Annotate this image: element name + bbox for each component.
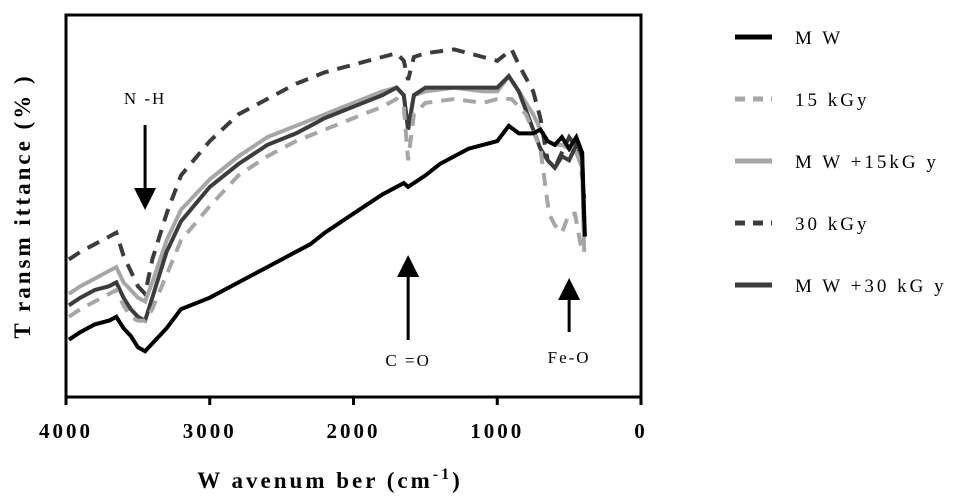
legend-label-m-w-15kg-y: M W +15kG y — [795, 152, 939, 173]
annotation-label: N -H — [124, 89, 166, 108]
legend-label-30-kgy: 30 kGy — [795, 214, 869, 235]
annotations: N -H C =O Fe-O — [124, 89, 591, 370]
series-group — [67, 46, 587, 354]
x-axis-ticks: 4000 3000 2000 1000 0 — [39, 397, 648, 443]
x-tick-label: 1000 — [470, 419, 524, 443]
x-tick-label: 4000 — [39, 419, 93, 443]
x-axis-title: W avenum ber (cm-1) — [197, 466, 463, 493]
annotation-arrow-head — [558, 278, 581, 300]
annotation-label: Fe-O — [548, 348, 591, 367]
plot-frame — [64, 13, 643, 399]
x-tick-label: 2000 — [327, 419, 381, 443]
x-tick-label: 3000 — [183, 419, 237, 443]
series-line-mw — [67, 122, 587, 354]
x-axis-title-main: W avenum ber (cm — [197, 468, 433, 493]
legend-label-m-w: M W — [795, 28, 843, 49]
x-axis-title-close: ) — [452, 468, 463, 493]
y-axis-title: T ransm ittance (% ) — [10, 73, 35, 338]
legend-label-15-kgy: 15 kGy — [795, 90, 869, 111]
series-line-30kgy — [67, 46, 587, 299]
annotation-arrow-head — [134, 188, 157, 210]
annotation-label: C =O — [385, 351, 430, 370]
x-tick-label: 0 — [634, 419, 648, 443]
annotation-arrow-head — [397, 255, 420, 277]
legend-label-m-w-30-kg-y: M W +30 kG y — [795, 276, 947, 297]
x-axis-title-superscript: -1 — [433, 466, 452, 483]
legend: M W 15 kGy M W +15kG y 30 kGy M W +30 kG y — [735, 28, 947, 297]
series-line-mw-30kgy — [67, 72, 587, 324]
